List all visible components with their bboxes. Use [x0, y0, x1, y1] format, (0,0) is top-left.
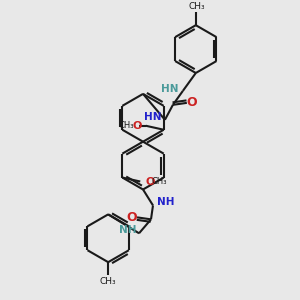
Text: NH: NH [118, 225, 136, 235]
Text: HN: HN [144, 112, 162, 122]
Text: CH₃: CH₃ [118, 121, 134, 130]
Text: O: O [127, 211, 137, 224]
Text: O: O [132, 121, 142, 131]
Text: O: O [187, 96, 197, 110]
Text: NH: NH [157, 197, 175, 207]
Text: O: O [145, 176, 154, 187]
Text: CH₃: CH₃ [151, 177, 167, 186]
Text: HN: HN [161, 84, 179, 94]
Text: CH₃: CH₃ [188, 2, 205, 11]
Text: CH₃: CH₃ [100, 277, 116, 286]
